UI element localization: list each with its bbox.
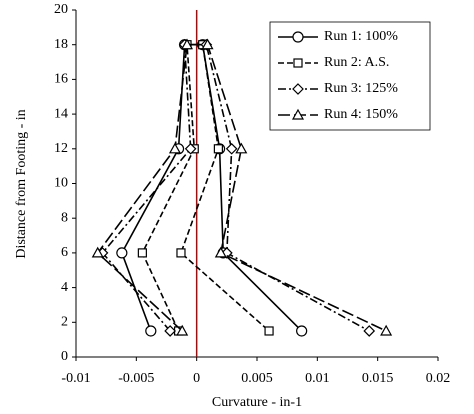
marker xyxy=(235,142,248,154)
y-tick-label: 8 xyxy=(61,210,68,225)
marker xyxy=(264,326,274,336)
series-line xyxy=(141,43,270,332)
marker xyxy=(184,142,197,155)
x-tick-label: -0.01 xyxy=(61,371,90,386)
marker xyxy=(116,247,128,259)
x-axis-title: Curvature - in-1 xyxy=(212,395,302,410)
y-tick-label: 0 xyxy=(61,349,68,364)
marker xyxy=(291,108,305,120)
marker xyxy=(292,83,304,95)
marker xyxy=(296,325,308,337)
marker xyxy=(180,38,194,50)
y-tick-label: 6 xyxy=(61,245,68,260)
y-tick-label: 10 xyxy=(54,176,68,191)
marker xyxy=(293,58,303,68)
y-axis-title: Distance from Footing - in xyxy=(14,109,29,258)
marker xyxy=(214,246,227,258)
y-tick-label: 16 xyxy=(54,72,68,87)
marker xyxy=(363,325,376,337)
marker xyxy=(176,248,186,258)
marker xyxy=(225,142,238,155)
legend-label: Run 3: 125% xyxy=(324,81,398,96)
marker xyxy=(91,246,104,258)
legend-label: Run 4: 150% xyxy=(324,107,398,122)
y-tick-label: 18 xyxy=(54,37,68,52)
marker xyxy=(176,324,189,336)
legend-label: Run 1: 100% xyxy=(324,29,398,44)
marker xyxy=(145,325,157,337)
x-tick-label: -0.005 xyxy=(118,371,154,386)
marker xyxy=(137,248,147,258)
legend-label: Run 2: A.S. xyxy=(324,55,389,70)
x-tick-label: 0.015 xyxy=(362,371,394,386)
marker xyxy=(213,144,223,154)
marker xyxy=(168,142,181,154)
marker xyxy=(164,325,176,337)
x-tick-label: 0 xyxy=(193,371,200,386)
y-tick-label: 4 xyxy=(61,280,68,295)
y-tick-label: 20 xyxy=(54,2,68,17)
x-tick-label: 0.01 xyxy=(305,371,330,386)
y-tick-label: 2 xyxy=(61,315,68,330)
marker xyxy=(380,324,393,336)
y-tick-label: 12 xyxy=(54,141,68,156)
y-tick-label: 14 xyxy=(54,106,68,121)
marker xyxy=(292,31,304,43)
x-tick-label: 0.02 xyxy=(426,371,451,386)
series-line xyxy=(96,43,387,332)
x-tick-label: 0.005 xyxy=(241,371,273,386)
marker xyxy=(201,38,214,50)
